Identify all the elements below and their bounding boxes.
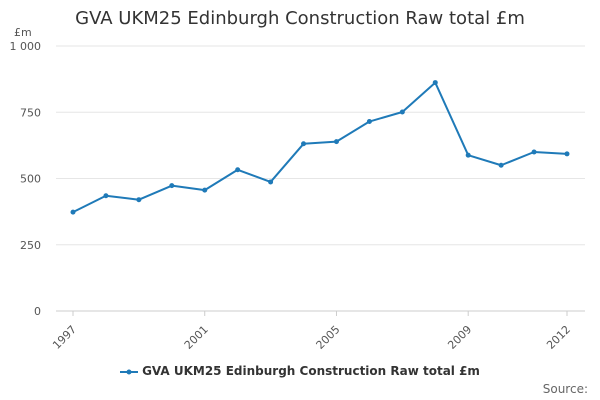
data-point[interactable] [432, 80, 438, 86]
x-tick-label: 2012 [544, 323, 573, 352]
chart-title: GVA UKM25 Edinburgh Construction Raw tot… [75, 8, 525, 29]
data-point[interactable] [202, 187, 208, 193]
data-point[interactable] [564, 151, 570, 157]
data-point[interactable] [333, 139, 339, 145]
x-tick-label: 2005 [314, 323, 343, 352]
y-tick-label: 250 [20, 239, 41, 252]
data-point[interactable] [70, 209, 76, 215]
legend-series-label: GVA UKM25 Edinburgh Construction Raw tot… [142, 364, 480, 378]
data-point[interactable] [235, 167, 241, 173]
y-tick-label: 0 [34, 305, 41, 318]
data-point[interactable] [531, 149, 537, 155]
legend[interactable]: GVA UKM25 Edinburgh Construction Raw tot… [0, 364, 600, 378]
data-point[interactable] [465, 152, 471, 158]
y-tick-label: 500 [20, 173, 41, 186]
data-point[interactable] [169, 183, 175, 189]
x-tick-label: 2009 [445, 323, 474, 352]
data-point[interactable] [366, 119, 372, 125]
source-label: Source: [542, 382, 588, 396]
legend-series-marker [120, 369, 139, 374]
data-point[interactable] [268, 179, 274, 185]
series-line [72, 81, 568, 214]
data-point[interactable] [301, 141, 307, 147]
data-point[interactable] [498, 162, 504, 168]
x-tick-label: 2001 [182, 323, 211, 352]
data-point[interactable] [136, 197, 142, 203]
data-point[interactable] [103, 193, 109, 199]
data-point[interactable] [399, 109, 405, 115]
y-tick-label: 1 000 [10, 40, 42, 53]
y-tick-label: 750 [20, 106, 41, 119]
x-tick-label: 1997 [50, 323, 79, 352]
y-axis-label: £m [14, 26, 32, 39]
